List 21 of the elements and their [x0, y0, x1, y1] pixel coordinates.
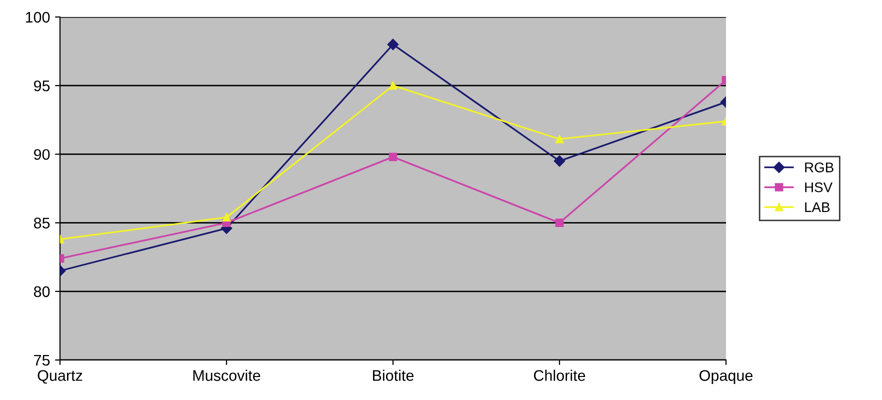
- point: [387, 38, 399, 50]
- y-tick-label: 90: [34, 149, 50, 160]
- point: [554, 155, 566, 167]
- y-tick-label: 80: [34, 286, 50, 298]
- point: [388, 81, 398, 90]
- point: [555, 218, 564, 227]
- y-tick-label: 95: [34, 80, 50, 92]
- y-tick-label: 75: [34, 355, 50, 366]
- x-tick-label: Opaque: [700, 370, 753, 384]
- legend-label: RGB: [805, 162, 834, 172]
- point: [555, 134, 564, 144]
- legend-label: HSV: [805, 182, 833, 192]
- y-tick-label: 85: [34, 218, 50, 228]
- legend-label: LAB: [805, 202, 830, 212]
- point: [388, 152, 398, 162]
- x-tick-label: Muscovite: [193, 370, 260, 381]
- y-tick-label: 100: [26, 12, 50, 23]
- x-tick-label: Biotite: [373, 370, 414, 381]
- x-tick-label: Chlorite: [534, 370, 586, 381]
- x-tick-label: Quartz: [38, 370, 82, 384]
- point: [222, 213, 231, 222]
